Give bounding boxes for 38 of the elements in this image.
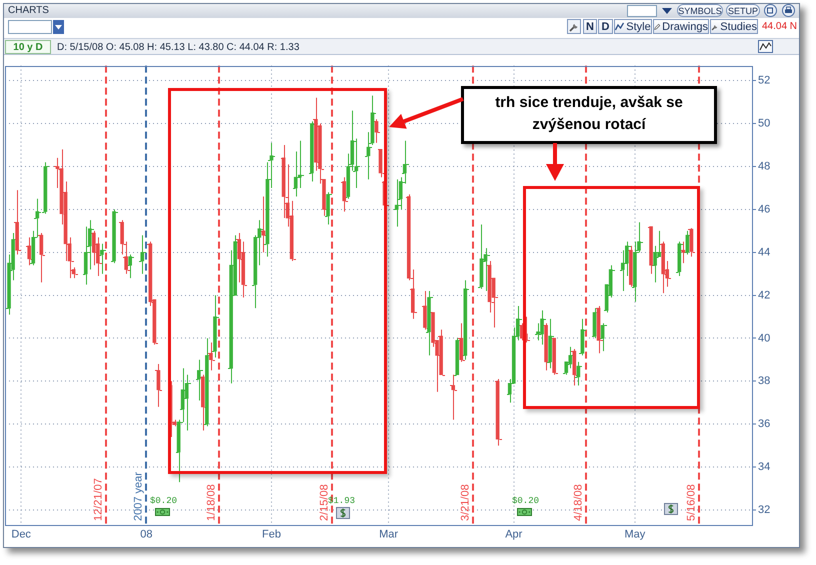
- text: 44.04 N: [762, 21, 798, 33]
- button: Drawings: [653, 19, 709, 34]
- button: SETUP: [726, 4, 760, 17]
- tab: 10 y D: [5, 40, 51, 54]
- ref-line-label: 12/21/07: [92, 478, 105, 521]
- chart-subtitle: D: 5/15/08 O: 45.08 H: 45.13 L: 43.80 C: 44.04 R: 1.33: [57, 42, 300, 53]
- annotation: $1.93: [328, 496, 356, 506]
- annotation: $0.20: [150, 496, 178, 506]
- y-tick-label: 34: [758, 461, 770, 474]
- y-tick-label: 46: [758, 203, 770, 216]
- x-tick-label: Dec: [11, 528, 32, 541]
- y-tick-label: 44: [758, 246, 770, 258]
- ref-line-label: 1/18/08: [206, 484, 218, 521]
- annotation: trh sice trenduje, avšak se zvýšenou rotací: [494, 93, 684, 135]
- y-tick-label: 48: [758, 160, 770, 173]
- button: N: [583, 19, 597, 34]
- x-tick-label: Feb: [262, 528, 281, 541]
- y-tick-label: 42: [758, 289, 770, 302]
- y-tick-label: 52: [758, 74, 770, 87]
- button: Studies: [710, 19, 758, 34]
- y-tick-label: 32: [758, 504, 770, 516]
- annotation: $0.20: [512, 496, 540, 506]
- button: D: [598, 19, 613, 34]
- button: Style: [614, 19, 652, 34]
- y-tick-label: 50: [758, 118, 770, 130]
- x-tick-label: 08: [140, 528, 152, 541]
- x-tick-label: Apr: [505, 528, 523, 541]
- y-tick-label: 36: [758, 418, 770, 430]
- ref-line-label: 5/16/08: [686, 484, 698, 521]
- ref-line-label: 4/18/08: [572, 484, 585, 521]
- y-tick-label: 38: [758, 375, 770, 388]
- button: SYMBOLS: [677, 4, 723, 17]
- x-tick-label: Mar: [379, 528, 398, 541]
- y-tick-label: 40: [758, 332, 770, 344]
- chart-title: CHARTS: [8, 5, 49, 16]
- ref-line-label: 3/21/08: [460, 484, 472, 521]
- ref-line-label: 2007 year: [132, 472, 145, 521]
- x-tick-label: May: [624, 528, 646, 541]
